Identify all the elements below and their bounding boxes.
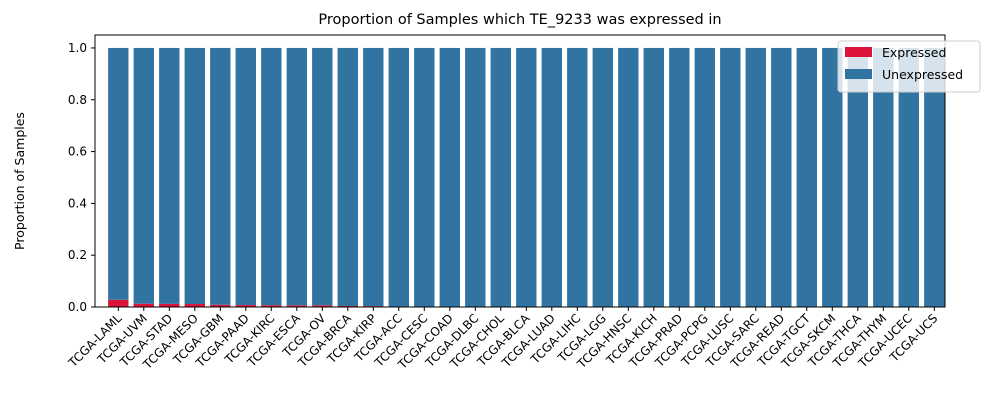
bar-unexpressed-tcga-coad — [439, 47, 460, 307]
bar-unexpressed-tcga-gbm — [210, 47, 231, 305]
bar-unexpressed-tcga-thca — [847, 47, 868, 307]
legend-swatch-unexpressed — [845, 69, 872, 79]
bar-unexpressed-tcga-ucs — [924, 47, 945, 307]
bar-unexpressed-tcga-pcpg — [694, 47, 715, 307]
bar-unexpressed-tcga-lgg — [592, 47, 613, 307]
y-tick-label: 1.0 — [68, 41, 87, 55]
y-axis-ticks: 0.0 0.2 0.4 0.6 0.8 1.0 — [68, 41, 95, 314]
bar-expressed-tcga-laml — [108, 299, 129, 307]
legend: Expressed Unexpressed — [837, 40, 981, 93]
bar-unexpressed-tcga-brca — [337, 47, 358, 306]
bar-expressed-tcga-kirc — [261, 305, 282, 307]
bar-expressed-tcga-paad — [235, 305, 256, 307]
bar-expressed-tcga-gbm — [210, 304, 231, 307]
y-tick-label: 0.4 — [68, 196, 87, 210]
bar-expressed-tcga-meso — [184, 304, 205, 307]
bar-unexpressed-tcga-dlbc — [465, 47, 486, 307]
bar-unexpressed-tcga-lihc — [567, 47, 588, 307]
bar-expressed-tcga-brca — [337, 305, 358, 307]
legend-label-unexpressed: Unexpressed — [882, 67, 963, 82]
y-tick-label: 0.0 — [68, 300, 87, 314]
bar-unexpressed-tcga-read — [771, 47, 792, 307]
bar-unexpressed-tcga-skcm — [822, 47, 843, 307]
bar-unexpressed-tcga-kich — [643, 47, 664, 307]
bar-unexpressed-tcga-blca — [516, 47, 537, 307]
bar-unexpressed-tcga-paad — [235, 47, 256, 306]
x-axis-ticks: TCGA-LAMLTCGA-UVMTCGA-STADTCGA-MESOTCGA-… — [65, 307, 940, 372]
chart-title: Proportion of Samples which TE_9233 was … — [318, 12, 721, 28]
bar-unexpressed-tcga-stad — [159, 47, 180, 304]
bar-unexpressed-tcga-luad — [541, 47, 562, 307]
bar-expressed-tcga-stad — [159, 303, 180, 307]
y-tick-label: 0.6 — [68, 145, 87, 159]
bar-unexpressed-tcga-esca — [286, 47, 307, 306]
bar-unexpressed-tcga-cesc — [414, 47, 435, 307]
bar-unexpressed-tcga-lusc — [720, 47, 741, 307]
bars — [108, 47, 945, 307]
bar-unexpressed-tcga-hnsc — [618, 47, 639, 307]
plot-frame — [94, 34, 946, 308]
bar-unexpressed-tcga-tgct — [796, 47, 817, 307]
bar-unexpressed-tcga-thym — [873, 47, 894, 307]
bar-expressed-tcga-uvm — [133, 303, 154, 307]
bar-unexpressed-tcga-uvm — [133, 47, 154, 304]
bar-unexpressed-tcga-kirc — [261, 47, 282, 306]
bar-unexpressed-tcga-laml — [108, 47, 129, 300]
legend-swatch-expressed — [845, 47, 872, 57]
bar-unexpressed-tcga-ov — [312, 47, 333, 306]
bar-unexpressed-tcga-chol — [490, 47, 511, 307]
bar-unexpressed-tcga-kirp — [363, 47, 384, 307]
bar-expressed-tcga-ov — [312, 305, 333, 307]
bar-expressed-tcga-esca — [286, 305, 307, 307]
bar-unexpressed-tcga-ucec — [898, 47, 919, 307]
y-tick-label: 0.8 — [68, 93, 87, 107]
legend-box — [837, 40, 981, 93]
y-tick-label: 0.2 — [68, 248, 87, 262]
y-axis-label: Proportion of Samples — [12, 112, 27, 250]
bar-unexpressed-tcga-meso — [184, 47, 205, 305]
legend-label-expressed: Expressed — [882, 45, 946, 60]
bar-unexpressed-tcga-acc — [388, 47, 409, 307]
bar-unexpressed-tcga-prad — [669, 47, 690, 307]
bar-unexpressed-tcga-sarc — [745, 47, 766, 307]
